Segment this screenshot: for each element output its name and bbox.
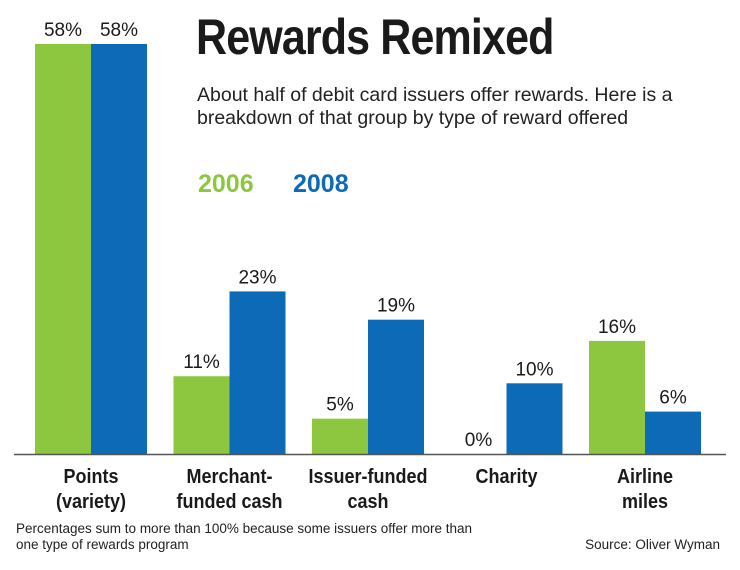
legend-2006: 2006 [198, 170, 254, 198]
category-label-4-1: miles [622, 491, 668, 513]
data-label-2006-1: 11% [183, 352, 220, 373]
bar-2008-4 [645, 411, 701, 454]
data-label-2006-4: 16% [598, 317, 636, 338]
bar-2008-1 [229, 291, 286, 454]
bar-2006-0 [35, 44, 91, 454]
category-label-0-1: (variety) [56, 491, 126, 513]
category-label-2-1: cash [347, 491, 388, 513]
footnote: Percentages sum to more than 100% becaus… [16, 521, 472, 552]
category-label-0-0: Points [64, 466, 119, 488]
category-label-4-0: Airline [617, 466, 673, 488]
data-label-2008-0: 58% [100, 20, 138, 41]
bar-2006-1 [173, 376, 230, 454]
data-label-2008-3: 10% [515, 359, 553, 380]
bar-2008-3 [506, 383, 563, 454]
legend-2008: 2008 [293, 170, 349, 198]
category-label-1-1: funded cash [177, 491, 283, 513]
chart-subtitle: About half of debit card issuers offer r… [197, 84, 673, 129]
data-label-2006-3: 0% [465, 430, 493, 451]
data-label-2008-2: 19% [377, 296, 415, 317]
data-label-2008-1: 23% [238, 267, 276, 288]
chart-title: Rewards Remixed [196, 9, 554, 65]
category-label-3-0: Charity [476, 466, 538, 488]
data-label-2008-4: 6% [659, 388, 687, 409]
source-credit: Source: Oliver Wyman [585, 537, 720, 552]
bar-2008-0 [91, 44, 147, 454]
data-label-2006-2: 5% [326, 395, 354, 416]
data-label-2006-0: 58% [44, 20, 82, 41]
category-label-2-0: Issuer-funded [309, 466, 428, 488]
bar-2008-2 [368, 319, 424, 454]
bar-2006-2 [312, 418, 368, 454]
bar-2006-4 [589, 340, 645, 454]
category-label-1-0: Merchant- [187, 466, 273, 488]
